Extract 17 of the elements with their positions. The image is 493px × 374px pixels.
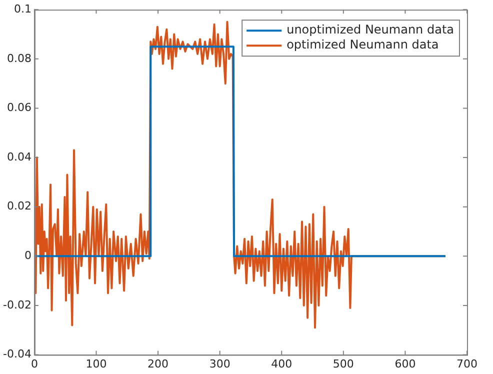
x-tick-label: 300 (209, 357, 230, 370)
y-tick-label: 0 (24, 249, 32, 262)
y-tick-label: 0.06 (6, 101, 32, 114)
y-tick-label: -0.02 (2, 298, 32, 312)
x-tick-label: 400 (271, 357, 292, 370)
y-tick-label: 0.1 (14, 2, 32, 16)
y-tick-label: 0.08 (6, 52, 32, 65)
y-tick-label: 0.02 (6, 200, 32, 213)
y-tick-label: -0.04 (2, 348, 32, 361)
x-tick-label: 500 (332, 357, 354, 370)
legend-label: unoptimized Neumann data (286, 22, 454, 37)
legend-label: optimized Neumann data (286, 38, 439, 52)
x-tick-label: 700 (456, 357, 478, 370)
y-tick-label: 0.04 (6, 150, 32, 164)
x-tick-label: 100 (86, 357, 107, 370)
x-tick-label: 200 (148, 357, 169, 370)
x-tick-label: 600 (394, 357, 416, 370)
